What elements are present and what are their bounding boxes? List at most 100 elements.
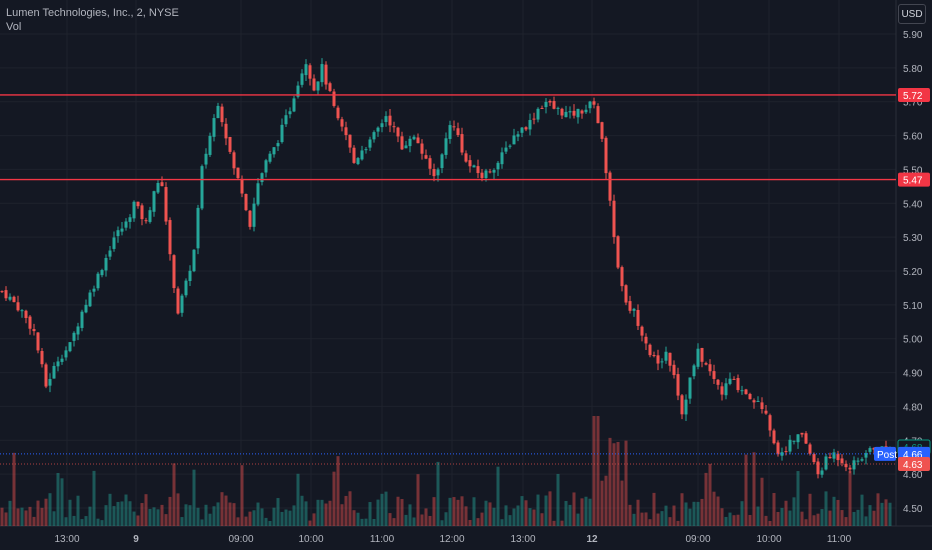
price-badge-label: 5.47 — [903, 176, 923, 187]
volume-bar — [488, 502, 492, 526]
price-tick-label: 5.60 — [903, 132, 923, 143]
candle-body — [612, 200, 616, 238]
candle-body — [676, 374, 680, 396]
candle-body — [156, 182, 160, 193]
volume-bar — [192, 469, 196, 526]
candle-body — [396, 127, 400, 137]
candle-body — [404, 145, 408, 149]
candle-body — [136, 201, 140, 207]
volume-bar — [564, 500, 568, 526]
candle-body — [388, 115, 392, 126]
candle-body — [184, 280, 188, 296]
volume-bar — [592, 416, 596, 526]
volume-bar — [376, 499, 380, 526]
candle-body — [20, 310, 24, 312]
candle-body — [212, 118, 216, 137]
volume-bar — [356, 512, 360, 526]
candle-body — [300, 73, 304, 85]
candle-body — [616, 236, 620, 268]
post-tag — [874, 446, 896, 461]
candle-body — [196, 207, 200, 249]
volume-bar — [784, 500, 788, 526]
candle-body — [572, 110, 576, 116]
volume-bar — [84, 516, 88, 526]
volume-bar — [396, 496, 400, 526]
volume-bar — [104, 505, 108, 526]
time-axis[interactable]: 13:00 9 09:00 10:00 11:00 12:00 13:00 12 09:00 10… — [54, 534, 851, 545]
candle-body — [220, 106, 224, 123]
currency-button[interactable]: USD — [898, 4, 926, 24]
volume-bar — [792, 497, 796, 526]
candle-body — [48, 379, 52, 386]
time-tick-label: 10:00 — [298, 534, 323, 545]
volume-bar — [240, 465, 244, 526]
volume-bar — [96, 518, 100, 526]
candle-body — [400, 136, 404, 150]
candle-body — [392, 126, 396, 128]
candle-body — [12, 296, 16, 303]
time-tick-label: 09:00 — [685, 534, 710, 545]
candle-body — [508, 145, 512, 147]
volume-bar — [832, 496, 836, 526]
candle-body — [680, 395, 684, 415]
volume-bar — [308, 520, 312, 526]
candle-body — [740, 390, 744, 392]
price-badge-label: 4.66 — [903, 450, 923, 461]
volume-bar — [156, 509, 160, 526]
volume-bar — [384, 491, 388, 526]
candle-body — [408, 138, 412, 147]
candle-body — [640, 326, 644, 336]
candle-body — [656, 355, 660, 364]
candle-body — [540, 107, 544, 109]
candle-body — [432, 169, 436, 177]
volume-bar — [708, 463, 712, 526]
volume-bar — [500, 519, 504, 526]
candle-body — [724, 383, 728, 396]
volume-bar — [648, 519, 652, 526]
candle-body — [384, 116, 388, 122]
volume-bar — [428, 515, 432, 526]
volume-bar — [140, 503, 144, 526]
candle-body — [232, 152, 236, 169]
volume-bar — [652, 492, 656, 526]
volume-bar — [292, 505, 296, 526]
volume-bar — [812, 515, 816, 526]
candle-body — [416, 137, 420, 144]
volume-bar — [100, 520, 104, 526]
price-tick-label: 5.00 — [903, 335, 923, 346]
volume-bar — [284, 509, 288, 526]
volume-bar — [508, 515, 512, 526]
candle-body — [780, 452, 784, 456]
volume-bar — [636, 499, 640, 526]
candle-body — [864, 453, 868, 458]
candle-body — [836, 453, 840, 461]
candle-body — [296, 85, 300, 97]
candle-body — [496, 162, 500, 170]
price-tick-label: 4.90 — [903, 369, 923, 380]
volume-bar — [4, 512, 8, 526]
volume-bar — [12, 452, 16, 526]
volume-bar — [660, 511, 664, 526]
volume-bar — [264, 517, 268, 526]
volume-bar — [452, 497, 456, 526]
candle-body — [608, 172, 612, 201]
candle-body — [448, 125, 452, 139]
volume-bar — [432, 497, 436, 526]
candle-body — [8, 296, 12, 300]
candle-body — [116, 230, 120, 237]
horizontal-lines[interactable] — [0, 94, 896, 465]
candle-body — [16, 302, 20, 311]
volume-bar — [296, 473, 300, 526]
candle-body — [320, 64, 324, 83]
candle-body — [760, 402, 764, 410]
candle-body — [868, 448, 872, 452]
candle-body — [308, 65, 312, 79]
price-axis[interactable]: 4.504.604.704.804.905.005.105.205.305.40… — [903, 30, 923, 515]
volume-bar — [788, 510, 792, 526]
candle-body — [620, 267, 624, 287]
candle-body — [340, 119, 344, 127]
volume-bar — [724, 516, 728, 526]
candle-body — [716, 379, 720, 385]
volume-bar — [244, 516, 248, 526]
